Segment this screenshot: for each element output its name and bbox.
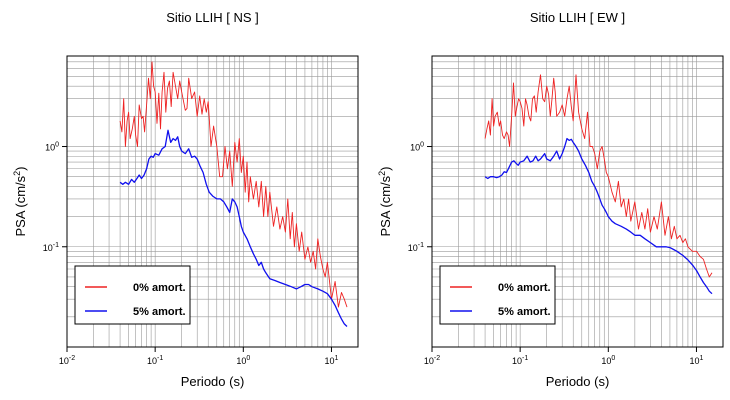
legend-box: [439, 265, 556, 325]
y-tick-label: 100: [45, 142, 59, 153]
x-tick-label: 100: [236, 355, 250, 366]
x-tick-label: 10-1: [147, 355, 163, 366]
x-tick-label: 100: [601, 355, 615, 366]
x-tick-label: 101: [325, 355, 339, 366]
legend-box: [74, 265, 191, 325]
chart-title: Sitio LLIH [ NS ]: [166, 10, 258, 25]
grid: [67, 56, 358, 347]
chart-ew: 10-2 10-1 100 101 10-1 100 Sitio LLIH [ EW ] Pe…: [377, 10, 724, 389]
legend-label-0pct: 0% amort.: [133, 282, 186, 294]
series-line-5pct: [119, 129, 348, 327]
series-line-0pct: [484, 74, 713, 278]
x-tick-label: 10-2: [59, 355, 75, 366]
plot-frame: [66, 55, 359, 348]
legend: 0% amort. 5% amort.: [74, 265, 191, 325]
series-line-0pct: [119, 61, 348, 308]
y-tick-label: 10-1: [408, 242, 424, 253]
x-tick-label: 101: [690, 355, 704, 366]
x-axis-label: Periodo (s): [181, 374, 245, 389]
chart-ns: 10-2 10-1 100 101 10-1 100 Sitio LLIH [ NS ] Pe…: [12, 10, 359, 389]
x-tick-label: 10-2: [424, 355, 440, 366]
x-axis-label: Periodo (s): [546, 374, 610, 389]
y-axis-label: PSA (cm/s2): [377, 166, 393, 236]
y-tick-label: 10-1: [43, 242, 59, 253]
y-tick-label: 100: [410, 142, 424, 153]
y-axis-label: PSA (cm/s2): [12, 166, 28, 236]
chart-title: Sitio LLIH [ EW ]: [530, 10, 625, 25]
legend-label-5pct: 5% amort.: [498, 306, 551, 318]
x-tick-label: 10-1: [512, 355, 528, 366]
legend-label-5pct: 5% amort.: [133, 306, 186, 318]
series-line-5pct: [484, 137, 713, 295]
legend: 0% amort. 5% amort.: [439, 265, 556, 325]
legend-label-0pct: 0% amort.: [498, 282, 551, 294]
plot-frame: [431, 55, 724, 348]
